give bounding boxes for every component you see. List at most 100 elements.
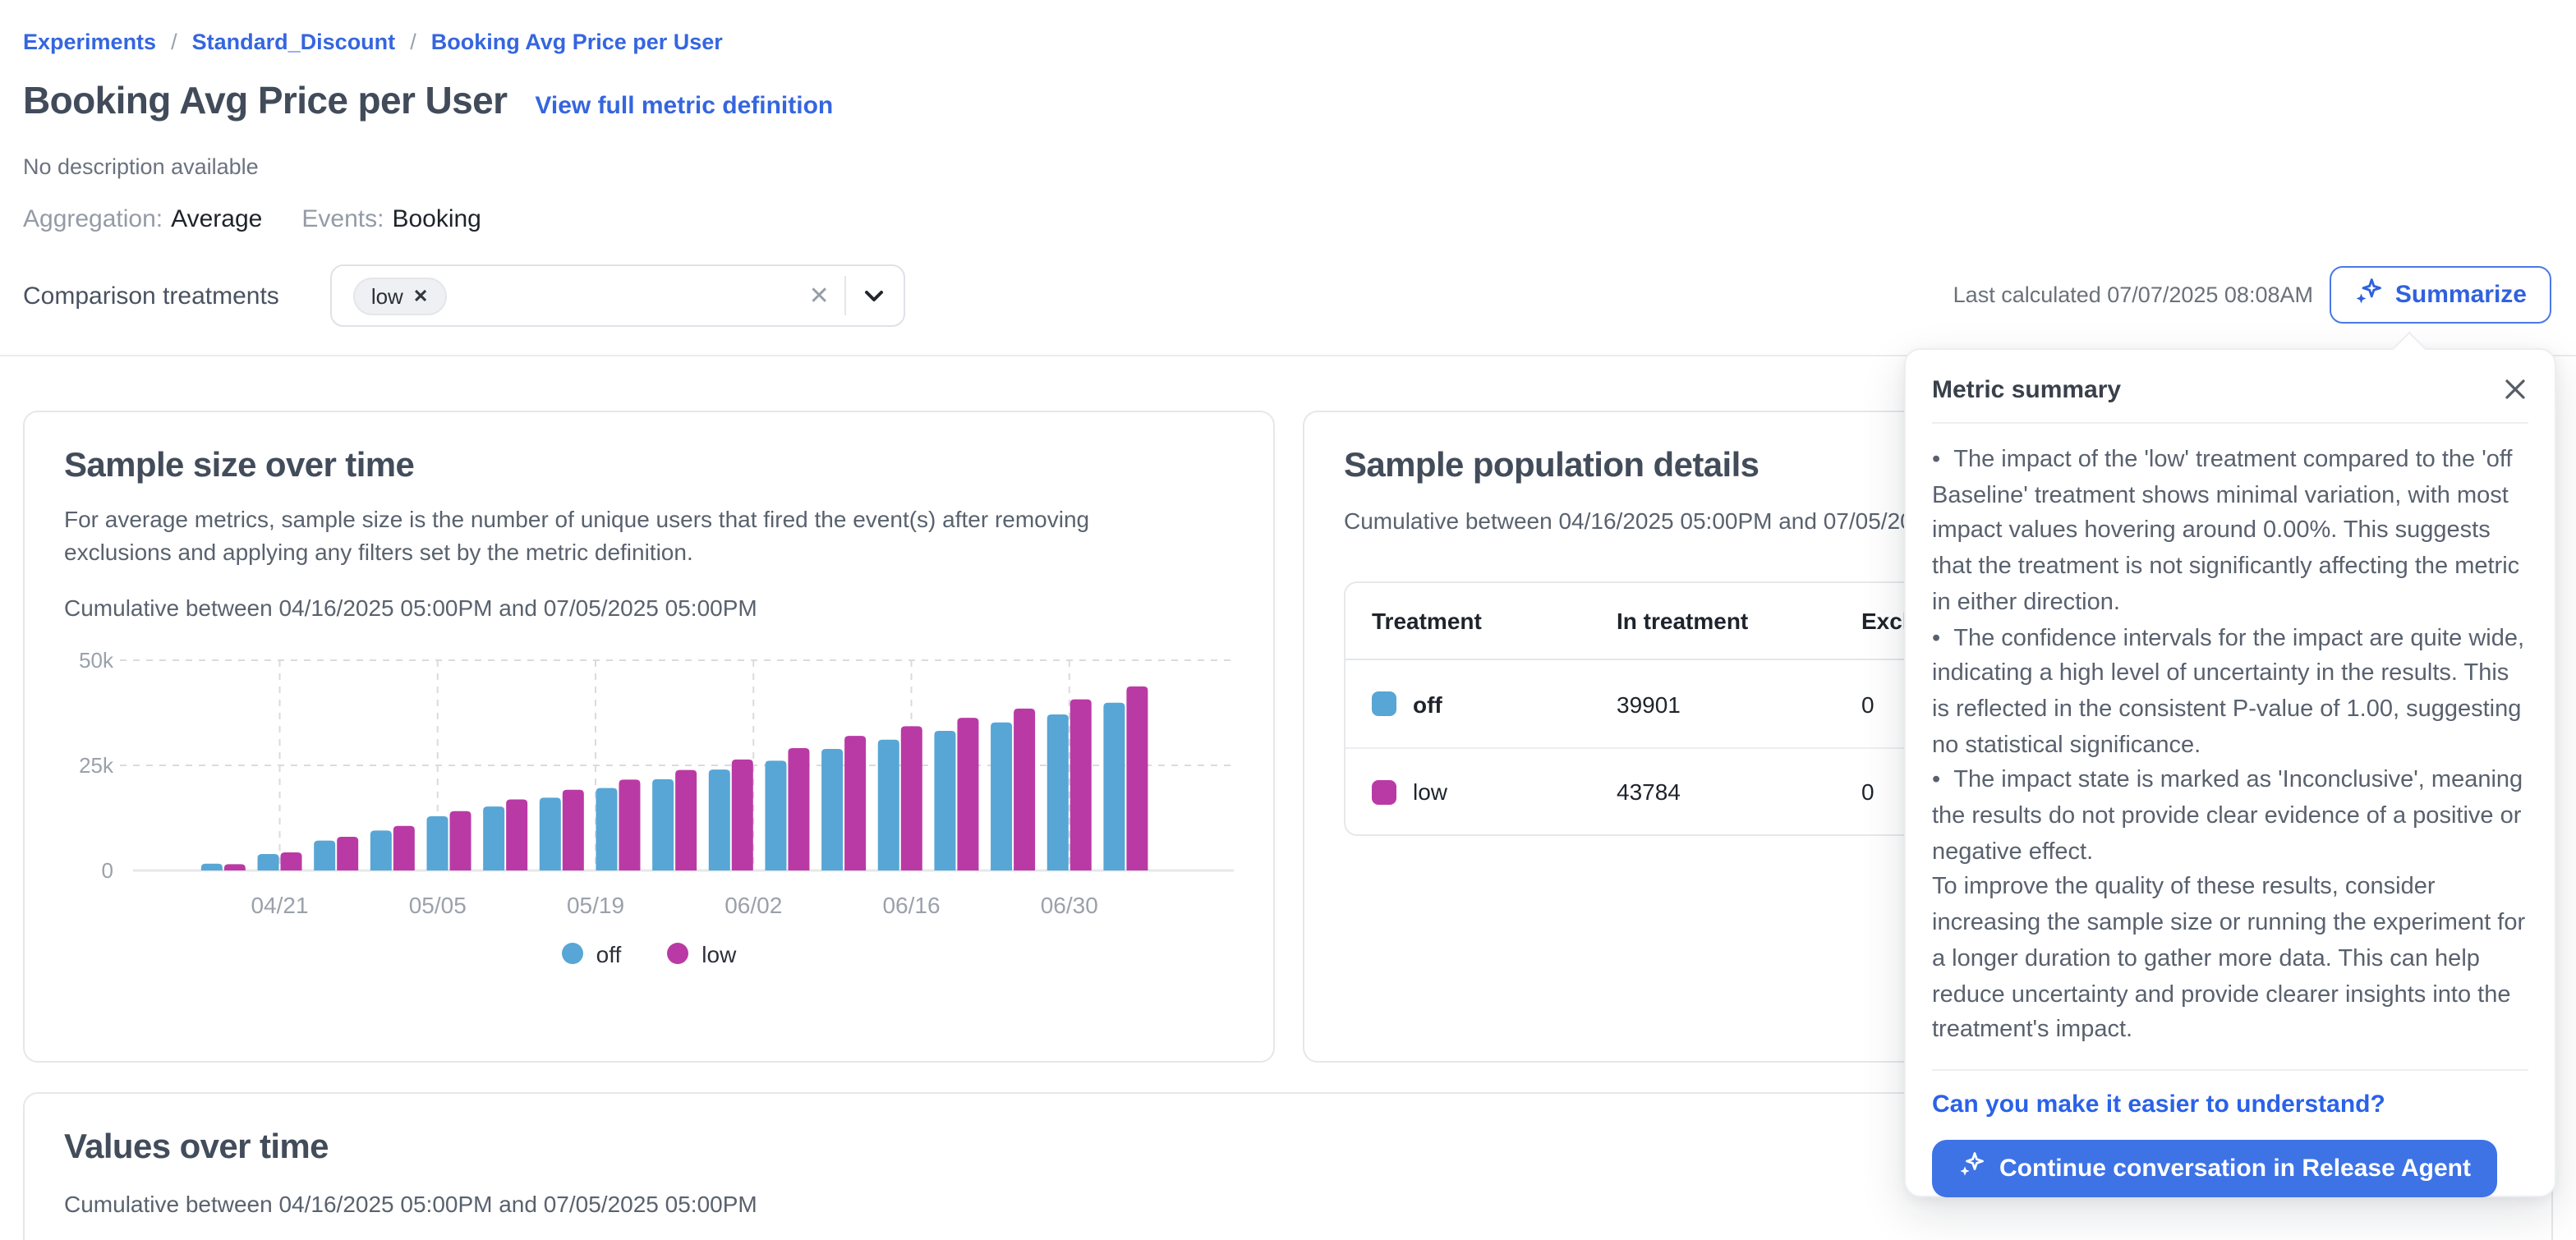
bar-off xyxy=(483,806,505,870)
values-cumulative: Cumulative between 04/16/2025 05:00PM an… xyxy=(64,1191,757,1217)
chevron-down-icon[interactable] xyxy=(861,282,887,309)
bar-off xyxy=(765,760,787,870)
table-row: off 39901 0 xyxy=(1346,661,2514,748)
sparkles-icon xyxy=(2354,278,2382,312)
chart-legend: off low xyxy=(64,941,1234,967)
select-divider xyxy=(844,276,846,315)
sample-size-description: For average metrics, sample size is the … xyxy=(64,506,1090,566)
popover-title: Metric summary xyxy=(1932,375,2122,403)
in-treatment-cell: 43784 xyxy=(1617,778,1681,806)
y-axis-tick-label: 25k xyxy=(79,753,114,778)
x-axis-tick-label: 06/16 xyxy=(882,893,940,918)
y-axis-tick-label: 50k xyxy=(79,648,114,673)
continue-conversation-button[interactable]: Continue conversation in Release Agent xyxy=(1932,1139,2497,1197)
x-axis-tick-label: 05/05 xyxy=(409,893,467,918)
bar-off xyxy=(1103,702,1125,870)
x-axis-tick-label: 06/30 xyxy=(1041,893,1098,918)
metric-description: No description available xyxy=(23,154,259,179)
treatment-name: off xyxy=(1413,691,1442,718)
bar-off xyxy=(934,730,956,870)
bar-low xyxy=(900,726,922,870)
bar-low xyxy=(562,789,584,870)
legend-item-off: off xyxy=(561,940,622,967)
breadcrumb-separator: / xyxy=(410,30,416,54)
summary-paragraph: To improve the quality of these results,… xyxy=(1932,874,2526,1044)
comparison-label: Comparison treatments xyxy=(23,282,279,310)
comparison-row: Comparison treatments low ✕ ✕ xyxy=(23,264,905,327)
metric-summary-popover: Metric summary • The impact of the 'low'… xyxy=(1904,331,2556,1197)
x-axis-tick-label: 06/02 xyxy=(724,893,782,918)
popover-header: Metric summary xyxy=(1932,350,2528,422)
bar-low xyxy=(619,779,641,870)
clear-selection-icon[interactable]: ✕ xyxy=(808,282,830,310)
excluded-cell: 0 xyxy=(1861,778,1874,806)
table-header-cell: In treatment xyxy=(1617,608,1749,635)
events: Events: Booking xyxy=(301,205,481,233)
bar-low xyxy=(957,717,979,870)
bar-low xyxy=(449,811,472,870)
bar-low xyxy=(337,836,359,870)
close-icon[interactable] xyxy=(2502,376,2528,402)
bar-low xyxy=(1014,708,1036,870)
excluded-cell: 0 xyxy=(1861,691,1874,718)
section-divider xyxy=(0,355,2576,356)
bar-off xyxy=(708,769,730,870)
treatment-color-swatch xyxy=(1372,691,1396,717)
y-axis-tick-label: 0 xyxy=(102,858,113,883)
sample-size-chart-wrap: 0 25k 50k 04/21 05/05 05/19 06/02 06/16 06/30 of… xyxy=(64,644,1234,967)
popover-header-divider xyxy=(1932,422,2528,424)
bar-low xyxy=(675,769,697,870)
bar-low xyxy=(1070,699,1092,870)
legend-dot xyxy=(561,943,583,965)
bar-off xyxy=(877,739,899,870)
bar-off xyxy=(1046,714,1069,870)
breadcrumb-link[interactable]: Booking Avg Price per User xyxy=(430,30,723,54)
bar-off xyxy=(370,830,392,870)
page-title: Booking Avg Price per User xyxy=(23,79,508,122)
last-calculated: Last calculated 07/07/2025 08:08AM xyxy=(1953,282,2313,307)
bar-low xyxy=(223,864,246,870)
bar-low xyxy=(844,735,867,870)
bar-low xyxy=(506,799,528,870)
breadcrumb-link[interactable]: Standard_Discount xyxy=(191,30,396,54)
treatment-chip-low[interactable]: low ✕ xyxy=(352,277,447,315)
legend-label: low xyxy=(702,940,737,967)
x-axis-tick-label: 04/21 xyxy=(251,893,308,918)
bar-off xyxy=(991,722,1013,870)
bar-low xyxy=(393,825,415,870)
bar-off xyxy=(652,778,674,870)
sample-size-title: Sample size over time xyxy=(64,447,415,485)
sample-size-cumulative: Cumulative between 04/16/2025 05:00PM an… xyxy=(64,594,757,621)
comparison-treatments-select[interactable]: low ✕ ✕ xyxy=(329,264,905,327)
summary-bullet: • The impact state is marked as 'Inconcl… xyxy=(1932,767,2523,866)
suggestion-link[interactable]: Can you make it easier to understand? xyxy=(1932,1090,2385,1118)
bar-off xyxy=(426,815,448,870)
legend-dot xyxy=(667,943,689,965)
values-title: Values over time xyxy=(64,1128,329,1166)
title-row: Booking Avg Price per User View full met… xyxy=(23,79,833,123)
bar-low xyxy=(280,852,302,870)
treatment-name: low xyxy=(1413,778,1448,806)
summary-bullet: • The impact of the 'low' treatment comp… xyxy=(1932,447,2520,616)
in-treatment-cell: 39901 xyxy=(1617,691,1681,718)
bar-off xyxy=(257,853,279,870)
breadcrumb: Experiments / Standard_Discount / Booking Av… xyxy=(23,30,723,54)
sample-size-card: Sample size over time For average metric… xyxy=(23,411,1275,1063)
breadcrumb-link[interactable]: Experiments xyxy=(23,30,157,54)
bar-off xyxy=(200,863,223,870)
view-metric-definition-link[interactable]: View full metric definition xyxy=(535,92,834,120)
summary-bullet: • The confidence intervals for the impac… xyxy=(1932,625,2525,759)
popover-body: • The impact of the 'low' treatment comp… xyxy=(1932,443,2528,1049)
legend-item-low: low xyxy=(667,941,736,967)
bar-low xyxy=(1126,686,1148,870)
bar-low xyxy=(788,747,810,870)
summarize-button[interactable]: Summarize xyxy=(2329,266,2551,324)
chip-remove-icon[interactable]: ✕ xyxy=(412,287,429,306)
sample-size-chart: 0 25k 50k 04/21 05/05 05/19 06/02 06/16 06/30 xyxy=(79,648,1234,918)
legend-label: off xyxy=(596,940,622,967)
treatment-color-swatch xyxy=(1372,779,1396,805)
bar-off xyxy=(539,797,561,870)
bar-off xyxy=(821,748,844,870)
treatment-cell: low xyxy=(1346,779,1590,806)
